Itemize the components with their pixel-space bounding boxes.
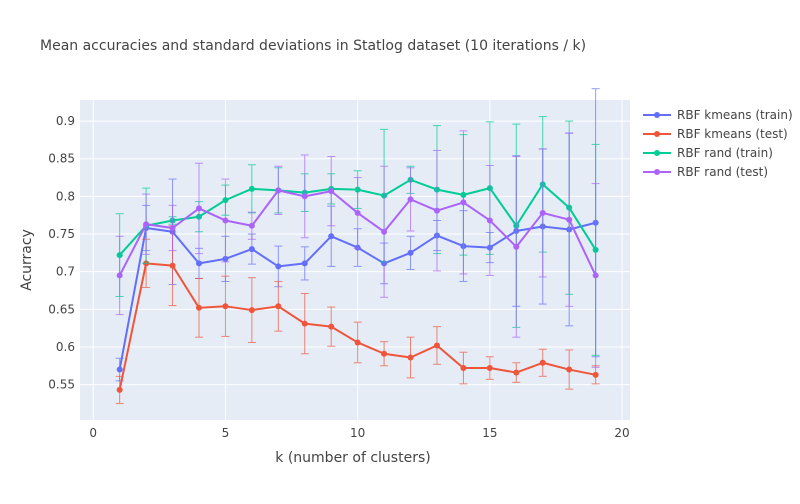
- series-4: [115, 130, 600, 368]
- x-tick-label: 10: [350, 426, 365, 440]
- data-point: [143, 221, 150, 228]
- data-point: [248, 222, 255, 229]
- data-point: [222, 303, 229, 310]
- y-tick-label: 0.7: [56, 265, 75, 279]
- x-tick-label: 15: [482, 426, 497, 440]
- data-point: [275, 263, 282, 270]
- data-point: [116, 386, 123, 393]
- data-point: [301, 193, 308, 200]
- series-2-error-bars: [115, 225, 600, 404]
- data-point: [248, 307, 255, 314]
- data-point: [513, 243, 520, 250]
- legend-label: RBF kmeans (train): [677, 108, 793, 122]
- y-tick-label: 0.8: [56, 189, 75, 203]
- data-point: [566, 366, 573, 373]
- y-tick-label: 0.85: [48, 152, 75, 166]
- x-tick-label: 0: [89, 426, 97, 440]
- plot-area: [80, 100, 630, 420]
- legend[interactable]: RBF kmeans (train) RBF kmeans (test) RBF r…: [643, 108, 793, 179]
- data-point: [513, 369, 520, 376]
- legend-label: RBF rand (test): [677, 165, 768, 179]
- data-point: [222, 217, 229, 224]
- series-2: [115, 225, 600, 404]
- legend-item[interactable]: RBF kmeans (train): [643, 108, 793, 122]
- data-point: [195, 304, 202, 311]
- data-point: [433, 342, 440, 349]
- data-point: [248, 246, 255, 253]
- data-point: [275, 187, 282, 194]
- data-point: [407, 196, 414, 203]
- data-point: [195, 260, 202, 267]
- data-point: [328, 233, 335, 240]
- x-axis-title: k (number of clusters): [275, 450, 430, 466]
- data-point: [460, 199, 467, 206]
- data-point: [592, 371, 599, 378]
- y-tick-label: 0.6: [56, 340, 75, 354]
- data-point: [301, 320, 308, 327]
- y-tick-label: 0.75: [48, 227, 75, 241]
- data-point: [169, 262, 176, 269]
- data-point: [566, 216, 573, 223]
- data-point: [354, 209, 361, 216]
- legend-item[interactable]: RBF rand (train): [643, 146, 773, 160]
- data-point: [301, 260, 308, 267]
- data-point: [275, 303, 282, 310]
- legend-swatch-marker: [654, 112, 660, 118]
- data-point: [328, 188, 335, 195]
- legend-swatch-marker: [654, 150, 660, 156]
- data-point: [169, 225, 176, 231]
- x-tick-label: 20: [614, 426, 629, 440]
- data-point: [407, 354, 414, 361]
- data-point: [539, 209, 546, 216]
- data-point: [592, 272, 599, 279]
- x-tick-label: 5: [222, 426, 230, 440]
- data-point: [195, 205, 202, 212]
- legend-item[interactable]: RBF rand (test): [643, 165, 768, 179]
- data-point: [116, 272, 123, 279]
- series-layer: [115, 88, 600, 404]
- legend-item[interactable]: RBF kmeans (test): [643, 127, 788, 141]
- y-tick-label: 0.55: [48, 378, 75, 392]
- y-tick-label: 0.9: [56, 114, 75, 128]
- legend-swatch-marker: [654, 131, 660, 137]
- y-tick-label: 0.65: [48, 302, 75, 316]
- data-point: [460, 365, 467, 372]
- legend-label: RBF kmeans (test): [677, 127, 788, 141]
- y-axis-title: Acurracy: [19, 229, 35, 291]
- data-point: [354, 339, 361, 346]
- data-point: [328, 323, 335, 330]
- legend-label: RBF rand (train): [677, 146, 773, 160]
- data-point: [486, 365, 493, 372]
- tick-layer: 0.55 0.6 0.65 0.7 0.75 0.8 0.85 0.9 0 5 10 15 20: [48, 114, 629, 440]
- data-point: [116, 366, 123, 373]
- data-point: [407, 249, 414, 256]
- data-point: [381, 350, 388, 357]
- data-point: [539, 359, 546, 366]
- legend-swatch-marker: [654, 169, 660, 175]
- data-point: [381, 228, 388, 235]
- data-point: [248, 185, 255, 192]
- chart-title: Mean accuracies and standard deviations …: [40, 38, 586, 54]
- data-point: [486, 217, 493, 224]
- data-point: [433, 207, 440, 214]
